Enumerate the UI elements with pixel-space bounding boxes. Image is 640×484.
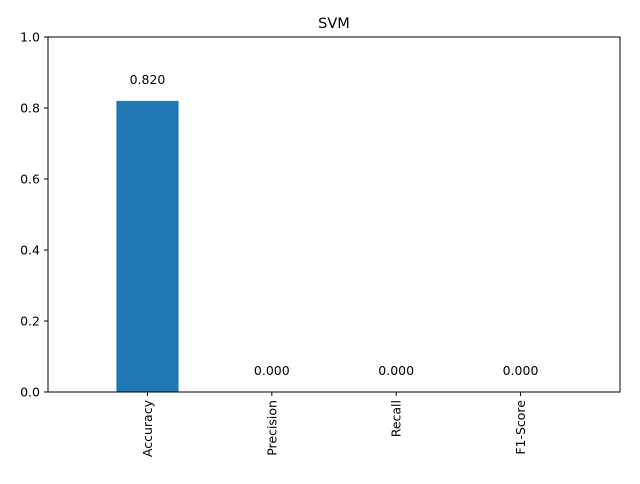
x-axis: Accuracy Precision Recall F1-Score xyxy=(140,392,528,457)
y-tick-label: 0.4 xyxy=(20,243,40,258)
y-tick-label: 0.8 xyxy=(20,101,40,116)
value-label-precision: 0.000 xyxy=(254,363,290,378)
y-tick-label: 0.6 xyxy=(20,172,40,187)
y-axis: 0.0 0.2 0.4 0.6 0.8 1.0 xyxy=(20,30,48,400)
x-tick-label-accuracy: Accuracy xyxy=(140,399,155,457)
x-tick-label-recall: Recall xyxy=(389,400,404,437)
bar-accuracy xyxy=(116,100,179,393)
chart-title: SVM xyxy=(318,16,350,32)
value-label-recall: 0.000 xyxy=(378,363,414,378)
bars-layer xyxy=(116,100,179,393)
x-tick-label-f1-score: F1-Score xyxy=(513,400,528,455)
y-tick-label: 0.2 xyxy=(20,314,40,329)
x-tick-label-precision: Precision xyxy=(264,400,279,456)
y-tick-label: 1.0 xyxy=(20,30,40,45)
y-tick-label: 0.0 xyxy=(20,385,40,400)
plot-frame xyxy=(47,36,621,393)
value-labels-layer: 0.820 0.000 0.000 0.000 xyxy=(130,72,539,378)
value-label-f1-score: 0.000 xyxy=(503,363,539,378)
value-label-accuracy: 0.820 xyxy=(130,72,166,87)
